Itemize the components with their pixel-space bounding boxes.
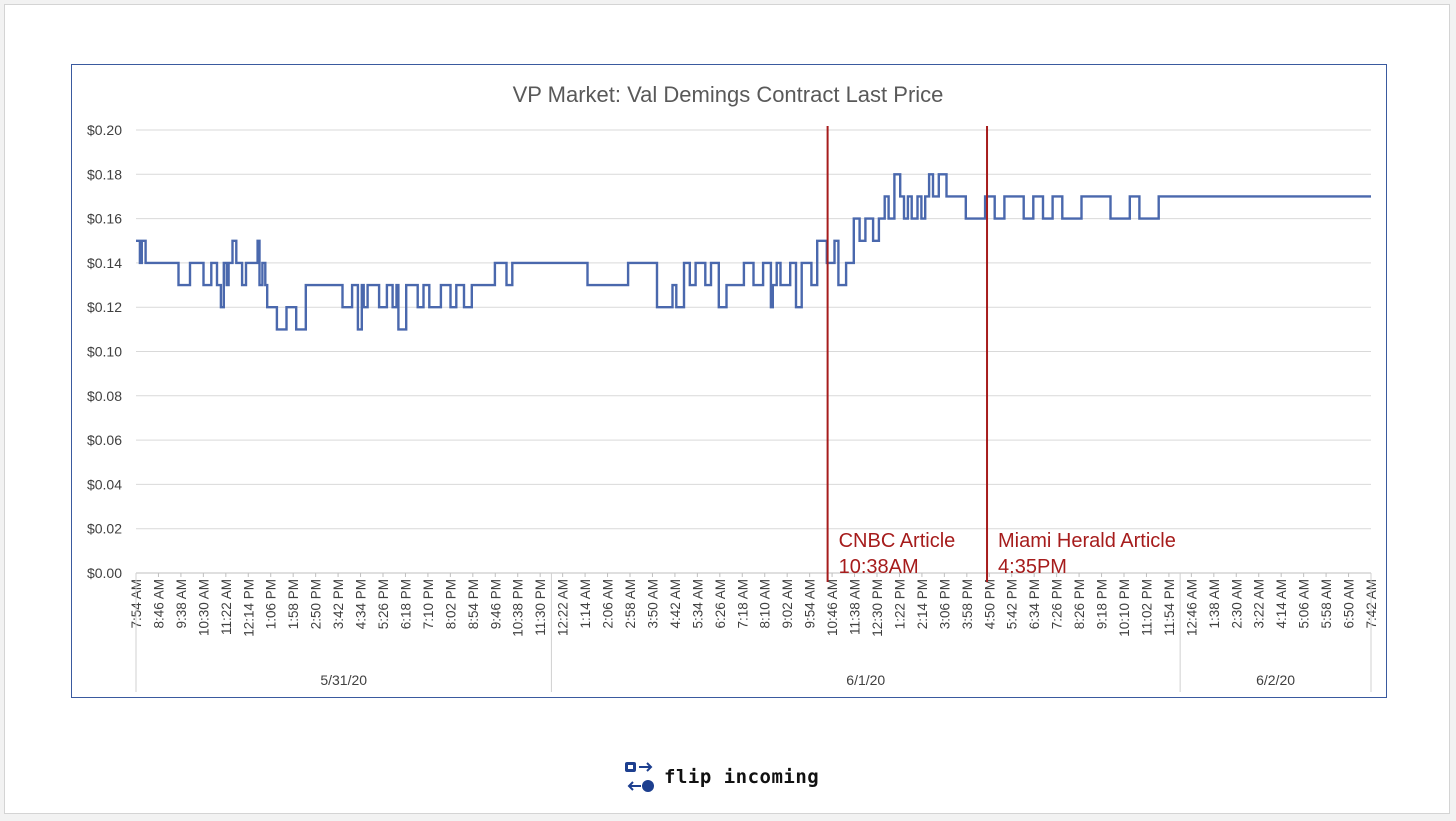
x-tick-label: 8:10 AM: [758, 579, 773, 629]
x-tick-label: 12:22 AM: [556, 579, 571, 636]
y-tick-label: $0.04: [87, 476, 122, 492]
y-tick-label: $0.10: [87, 344, 122, 360]
series-layer: [136, 173, 1371, 331]
x-tick-label: 7:26 PM: [1050, 579, 1065, 629]
x-tick-label: 9:46 PM: [488, 579, 503, 629]
y-tick-label: $0.18: [87, 166, 122, 182]
y-tick-label: $0.16: [87, 211, 122, 227]
x-tick-label: 4:14 AM: [1274, 579, 1289, 629]
date-group-label: 5/31/20: [320, 672, 367, 688]
x-tick-label: 9:18 PM: [1095, 579, 1110, 629]
x-tick-label: 11:02 PM: [1139, 579, 1154, 636]
x-tick-label: 12:46 AM: [1184, 579, 1199, 636]
x-tick-label: 1:14 AM: [578, 579, 593, 629]
x-tick-label: 6:26 AM: [713, 579, 728, 629]
x-tick-label: 8:54 PM: [466, 579, 481, 629]
x-tick-label: 11:30 PM: [533, 579, 548, 636]
x-tick-label: 11:38 AM: [848, 579, 863, 635]
x-tick-label: 10:46 AM: [825, 579, 840, 636]
x-tick-label: 9:54 AM: [803, 579, 818, 629]
x-tick-label: 4:34 PM: [354, 579, 369, 629]
x-tick-label: 9:38 AM: [174, 579, 189, 629]
event-label-title: CNBC Article: [839, 530, 956, 552]
x-tick-label: 10:10 PM: [1117, 579, 1132, 637]
x-tick-label: 2:06 AM: [601, 579, 616, 629]
chart-frame: VP Market: Val Demings Contract Last Pri…: [71, 64, 1387, 698]
event-label-title: Miami Herald Article: [998, 530, 1176, 552]
date-group-label: 6/2/20: [1256, 672, 1295, 688]
tick-layer: $0.00 $0.02 $0.04 $0.06 $0.08 $0.10 $0.12 $0.14…: [87, 122, 1379, 692]
y-tick-label: $0.14: [87, 255, 122, 271]
x-tick-label: 7:18 AM: [735, 579, 750, 629]
x-tick-label: 5:06 AM: [1297, 579, 1312, 629]
x-tick-label: 3:22 AM: [1252, 579, 1267, 629]
x-tick-label: 3:58 PM: [960, 579, 975, 629]
event-label-time: 10:38AM: [839, 556, 919, 578]
price-chart: VP Market: Val Demings Contract Last Pri…: [87, 82, 1379, 692]
y-tick-label: $0.00: [87, 565, 122, 581]
x-tick-label: 2:30 AM: [1229, 579, 1244, 629]
x-tick-label: 2:14 PM: [915, 579, 930, 629]
brand-footer: flip incoming: [624, 760, 824, 794]
y-tick-label: $0.06: [87, 432, 122, 448]
x-tick-label: 10:38 PM: [511, 579, 526, 637]
y-tick-label: $0.02: [87, 521, 122, 537]
x-tick-label: 6:18 PM: [398, 579, 413, 629]
x-tick-label: 6:50 AM: [1342, 579, 1357, 629]
y-tick-label: $0.12: [87, 299, 122, 315]
slide-sheet: VP Market: Val Demings Contract Last Pri…: [4, 4, 1450, 814]
x-tick-label: 10:30 AM: [196, 579, 211, 636]
x-tick-label: 11:54 PM: [1162, 579, 1177, 636]
x-tick-label: 12:30 PM: [870, 579, 885, 637]
x-tick-label: 1:06 PM: [264, 579, 279, 629]
x-tick-label: 5:42 PM: [1005, 579, 1020, 629]
x-tick-label: 8:46 AM: [151, 579, 166, 629]
date-group-label: 6/1/20: [846, 672, 885, 688]
chart-title: VP Market: Val Demings Contract Last Pri…: [513, 82, 944, 107]
x-tick-label: 1:22 PM: [892, 579, 907, 629]
x-tick-label: 1:58 PM: [286, 579, 301, 629]
x-tick-label: 11:22 AM: [219, 579, 234, 635]
x-tick-label: 5:26 PM: [376, 579, 391, 629]
price-series-line: [136, 173, 1371, 331]
x-tick-label: 9:02 AM: [780, 579, 795, 629]
flip-arrows-logo-icon: [625, 762, 654, 792]
x-tick-label: 3:50 AM: [645, 579, 660, 629]
y-tick-label: $0.20: [87, 122, 122, 138]
x-tick-label: 12:14 PM: [241, 579, 256, 637]
y-tick-label: $0.08: [87, 388, 122, 404]
x-tick-label: 1:38 AM: [1207, 579, 1222, 629]
x-tick-label: 8:02 PM: [443, 579, 458, 629]
event-layer: CNBC Article 10:38AM Miami Herald Article 4…: [826, 126, 1176, 582]
x-tick-label: 2:58 AM: [623, 579, 638, 629]
x-tick-label: 7:10 PM: [421, 579, 436, 629]
x-tick-label: 5:34 AM: [690, 579, 705, 629]
x-tick-label: 2:50 PM: [309, 579, 324, 629]
x-tick-label: 3:06 PM: [937, 579, 952, 629]
x-tick-label: 8:26 PM: [1072, 579, 1087, 629]
x-tick-label: 4:50 PM: [982, 579, 997, 629]
x-tick-label: 3:42 PM: [331, 579, 346, 629]
brand-name: flip incoming: [664, 766, 820, 788]
x-tick-label: 6:34 PM: [1027, 579, 1042, 629]
event-label-time: 4:35PM: [998, 556, 1067, 578]
x-tick-label: 5:58 AM: [1319, 579, 1334, 629]
x-tick-label: 4:42 AM: [668, 579, 683, 629]
